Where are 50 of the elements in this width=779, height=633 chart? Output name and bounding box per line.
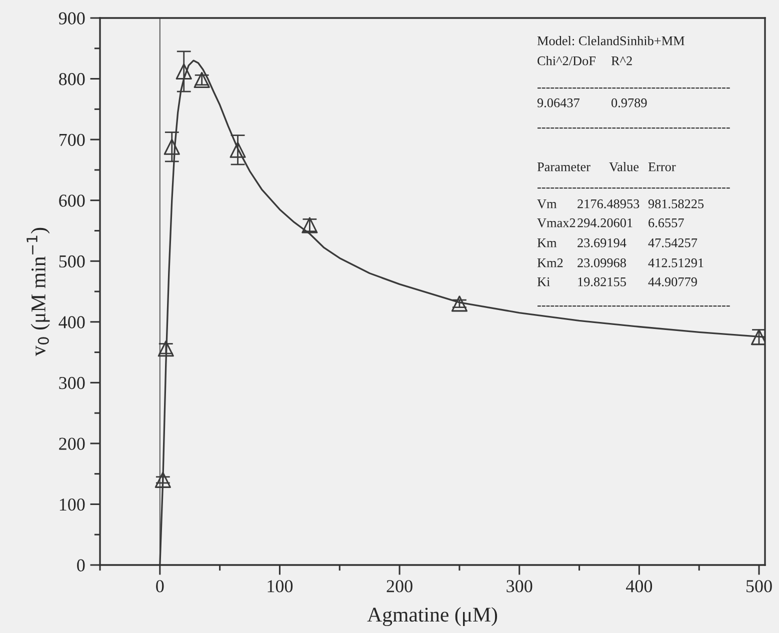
y-tick-label: 0: [77, 559, 85, 572]
annotation: 412.51291: [648, 258, 704, 268]
annotation: 0.9789: [612, 98, 647, 108]
annotation: --------------------------------------------: [537, 88, 730, 89]
y-axis-title: v$_{0}$ (μM min$^{−1}$): [26, 228, 50, 356]
point: [154, 472, 171, 488]
x-axis-title: Agmatine (μM): [367, 607, 498, 626]
annotation: 23.69194: [578, 238, 626, 248]
annotation: Km: [537, 238, 557, 248]
annotation: Vmax2: [537, 218, 576, 228]
annotation: 981.58225: [648, 199, 704, 208]
y-tick-label: 500: [59, 255, 85, 268]
point: [451, 296, 468, 312]
annotation: Km2: [537, 258, 563, 268]
annotation: --------------------------------------------: [537, 188, 730, 189]
annotation: --------------------------------------------: [537, 306, 730, 307]
annotation: Vm: [537, 200, 557, 208]
point: [164, 138, 180, 155]
annotation: Parameter: [537, 162, 590, 172]
annotation: 44.90779: [648, 277, 697, 286]
y-tick-label: 100: [60, 498, 85, 511]
x-tick-label: 200: [386, 580, 412, 592]
x-tick-label: 500: [746, 580, 772, 592]
point: [230, 142, 246, 158]
y-tick-label: 400: [58, 316, 85, 328]
annotation: 2176.48953: [578, 199, 640, 208]
annotation: Value: [609, 162, 639, 172]
annotation: Chi^2/DoF: [538, 56, 596, 66]
y-tick-label: 700: [60, 134, 85, 146]
annotation: 9.06437: [537, 98, 580, 108]
annotation: 294.20601: [578, 218, 632, 228]
y-tick-label: 300: [59, 376, 85, 390]
annotation: --------------------------------------------: [537, 128, 730, 129]
x-tick-label: 300: [506, 580, 532, 592]
point: [176, 63, 192, 80]
annotation: 47.54257: [648, 238, 698, 248]
x-tick-label: 400: [626, 580, 652, 592]
annotation: R^2: [611, 56, 632, 66]
x-tick-label: 0: [156, 580, 164, 592]
y-tick-label: 200: [59, 438, 85, 450]
annotation: 23.09968: [578, 258, 626, 268]
annotation: Model: ClelandSinhib+MM: [537, 36, 684, 46]
annotation: 19.82155: [578, 277, 626, 286]
annotation: Ki: [537, 277, 550, 286]
annotation: Error: [648, 162, 676, 172]
y-tick-label: 800: [59, 73, 85, 86]
y-tick-label: 600: [59, 194, 85, 207]
x-tick-label: 100: [268, 580, 293, 592]
annotation: 6.6557: [648, 218, 684, 228]
y-tick-label: 900: [58, 12, 85, 24]
